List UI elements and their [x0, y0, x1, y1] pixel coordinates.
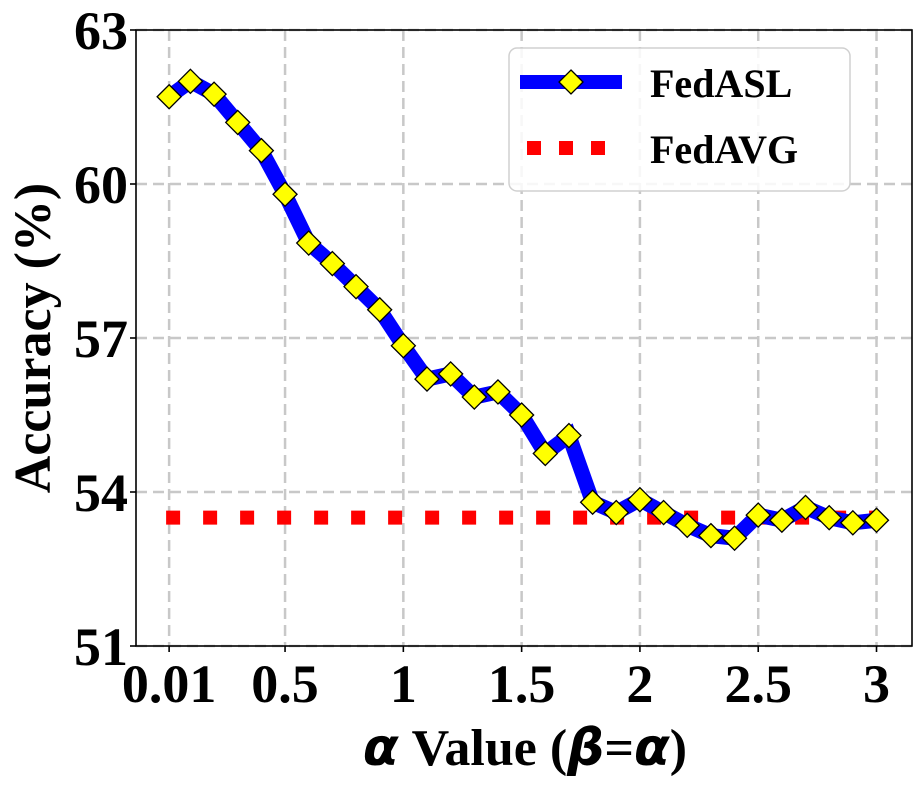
fedasl-point — [319, 250, 346, 277]
fedasl-point — [295, 230, 322, 256]
x-tick-label: 0.01 — [122, 654, 217, 714]
fedasl-point — [461, 384, 488, 410]
x-axis-label: α Value (β=α) — [363, 718, 687, 778]
fedasl-point — [224, 109, 251, 136]
x-tick-label: 1 — [390, 654, 417, 714]
y-tick-label: 57 — [74, 309, 128, 369]
fedasl-point — [201, 81, 227, 108]
fedasl-point — [579, 489, 606, 516]
x-axis-label-eq: = — [604, 720, 634, 777]
x-axis: 0.01 0.5 1 1.5 2 2.5 3 — [122, 646, 890, 714]
fedasl-point — [485, 378, 511, 405]
legend-fedavg-label: FedAVG — [650, 127, 798, 172]
x-axis-label-beta: β — [566, 718, 604, 778]
fedasl-point — [437, 361, 464, 387]
fedasl-point — [156, 83, 183, 110]
fedasl-point — [366, 296, 393, 323]
fedasl-point — [650, 499, 677, 526]
fedasl-point — [390, 332, 417, 359]
fedasl-point — [272, 181, 298, 208]
fedasl-point — [863, 507, 890, 534]
legend-fedasl-marker — [558, 69, 584, 95]
fedasl-point — [248, 137, 275, 164]
x-tick-label: 1.5 — [488, 654, 556, 714]
fedasl-point — [556, 422, 582, 449]
fedasl-point — [343, 273, 369, 300]
fedasl-point — [721, 525, 748, 552]
y-tick-label: 51 — [74, 617, 128, 677]
y-axis: 51 54 57 60 63 — [74, 1, 136, 677]
fedasl-point — [792, 494, 819, 521]
fedasl-point — [603, 499, 630, 526]
x-tick-label: 0.5 — [251, 654, 319, 714]
fedasl-point — [627, 486, 653, 513]
y-axis-label: Accuracy (%) — [5, 183, 62, 493]
y-tick-label: 63 — [74, 1, 128, 61]
x-axis-label-alpha: α — [363, 718, 399, 778]
fedasl-point — [177, 68, 204, 95]
x-tick-label: 2 — [626, 654, 653, 714]
y-tick-label: 54 — [74, 463, 128, 523]
legend-fedasl-label: FedASL — [650, 61, 792, 106]
x-axis-label-close: ) — [670, 720, 687, 777]
fedasl-point — [816, 504, 843, 531]
x-tick-label: 3 — [863, 654, 890, 714]
x-tick-label: 2.5 — [724, 654, 792, 714]
fedasl-point — [414, 366, 440, 392]
fedasl-point — [768, 507, 795, 534]
legend: FedASL FedAVG — [508, 47, 851, 192]
x-axis-label-text: Value ( — [399, 720, 568, 777]
y-tick-label: 60 — [74, 155, 128, 215]
series-layer — [156, 68, 890, 552]
x-axis-label-alpha2: α — [634, 718, 670, 778]
fedasl-point — [697, 522, 724, 549]
fedasl-point — [532, 440, 559, 467]
fedasl-point — [839, 509, 866, 536]
fedasl-point — [508, 402, 535, 428]
fedasl-point — [674, 512, 701, 539]
fedasl-point — [745, 502, 772, 529]
